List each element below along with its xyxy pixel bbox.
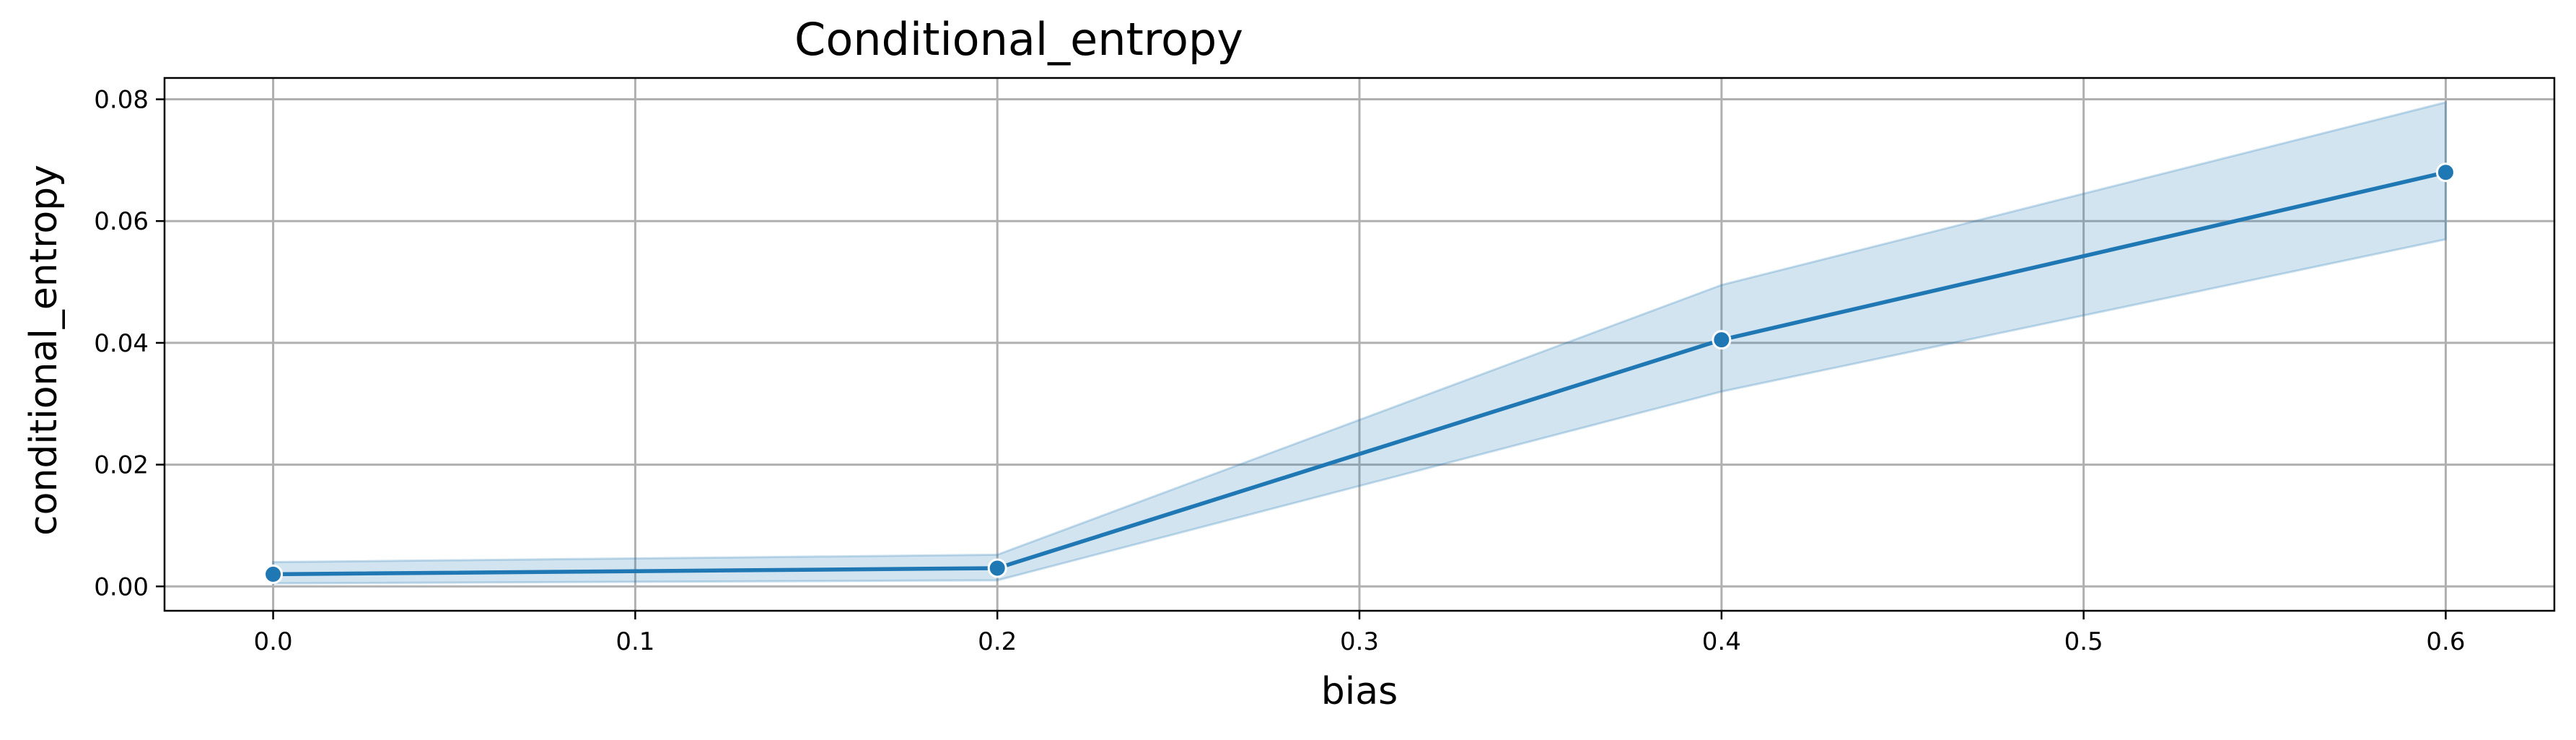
x-tick-label: 0.6 xyxy=(2426,627,2465,656)
y-tick-label: 0.00 xyxy=(94,573,149,601)
confidence-band-layer xyxy=(272,100,2447,585)
x-tick-label: 0.1 xyxy=(615,627,654,656)
chart-title: Conditional_entropy xyxy=(794,13,1243,66)
y-tick-label: 0.08 xyxy=(94,86,149,115)
y-tick-label: 0.02 xyxy=(94,451,149,480)
x-tick-label: 0.0 xyxy=(254,627,293,656)
series-line-layer xyxy=(273,170,2447,577)
data-point xyxy=(263,564,284,584)
x-tick-label: 0.3 xyxy=(1340,627,1379,656)
y-tick-label: 0.04 xyxy=(94,329,149,358)
data-point xyxy=(987,558,1007,578)
data-point xyxy=(2435,162,2455,183)
x-tick-label: 0.2 xyxy=(978,627,1017,656)
x-axis-label: bias xyxy=(1321,670,1398,713)
x-tick-label: 0.5 xyxy=(2064,627,2103,656)
confidence-band xyxy=(272,100,2447,585)
y-tick-label: 0.06 xyxy=(94,207,149,236)
data-point-layer xyxy=(263,162,2455,584)
y-axis-label: conditional_entropy xyxy=(22,165,66,536)
series-line xyxy=(273,170,2447,577)
x-tick-label: 0.4 xyxy=(1702,627,1741,656)
x-axis-ticks: 0.0 0.1 0.2 0.3 0.4 0.5 0.6 xyxy=(254,611,2465,656)
data-point xyxy=(1712,330,1732,350)
y-axis-ticks: 0.00 0.02 0.04 0.06 0.08 xyxy=(94,86,165,601)
